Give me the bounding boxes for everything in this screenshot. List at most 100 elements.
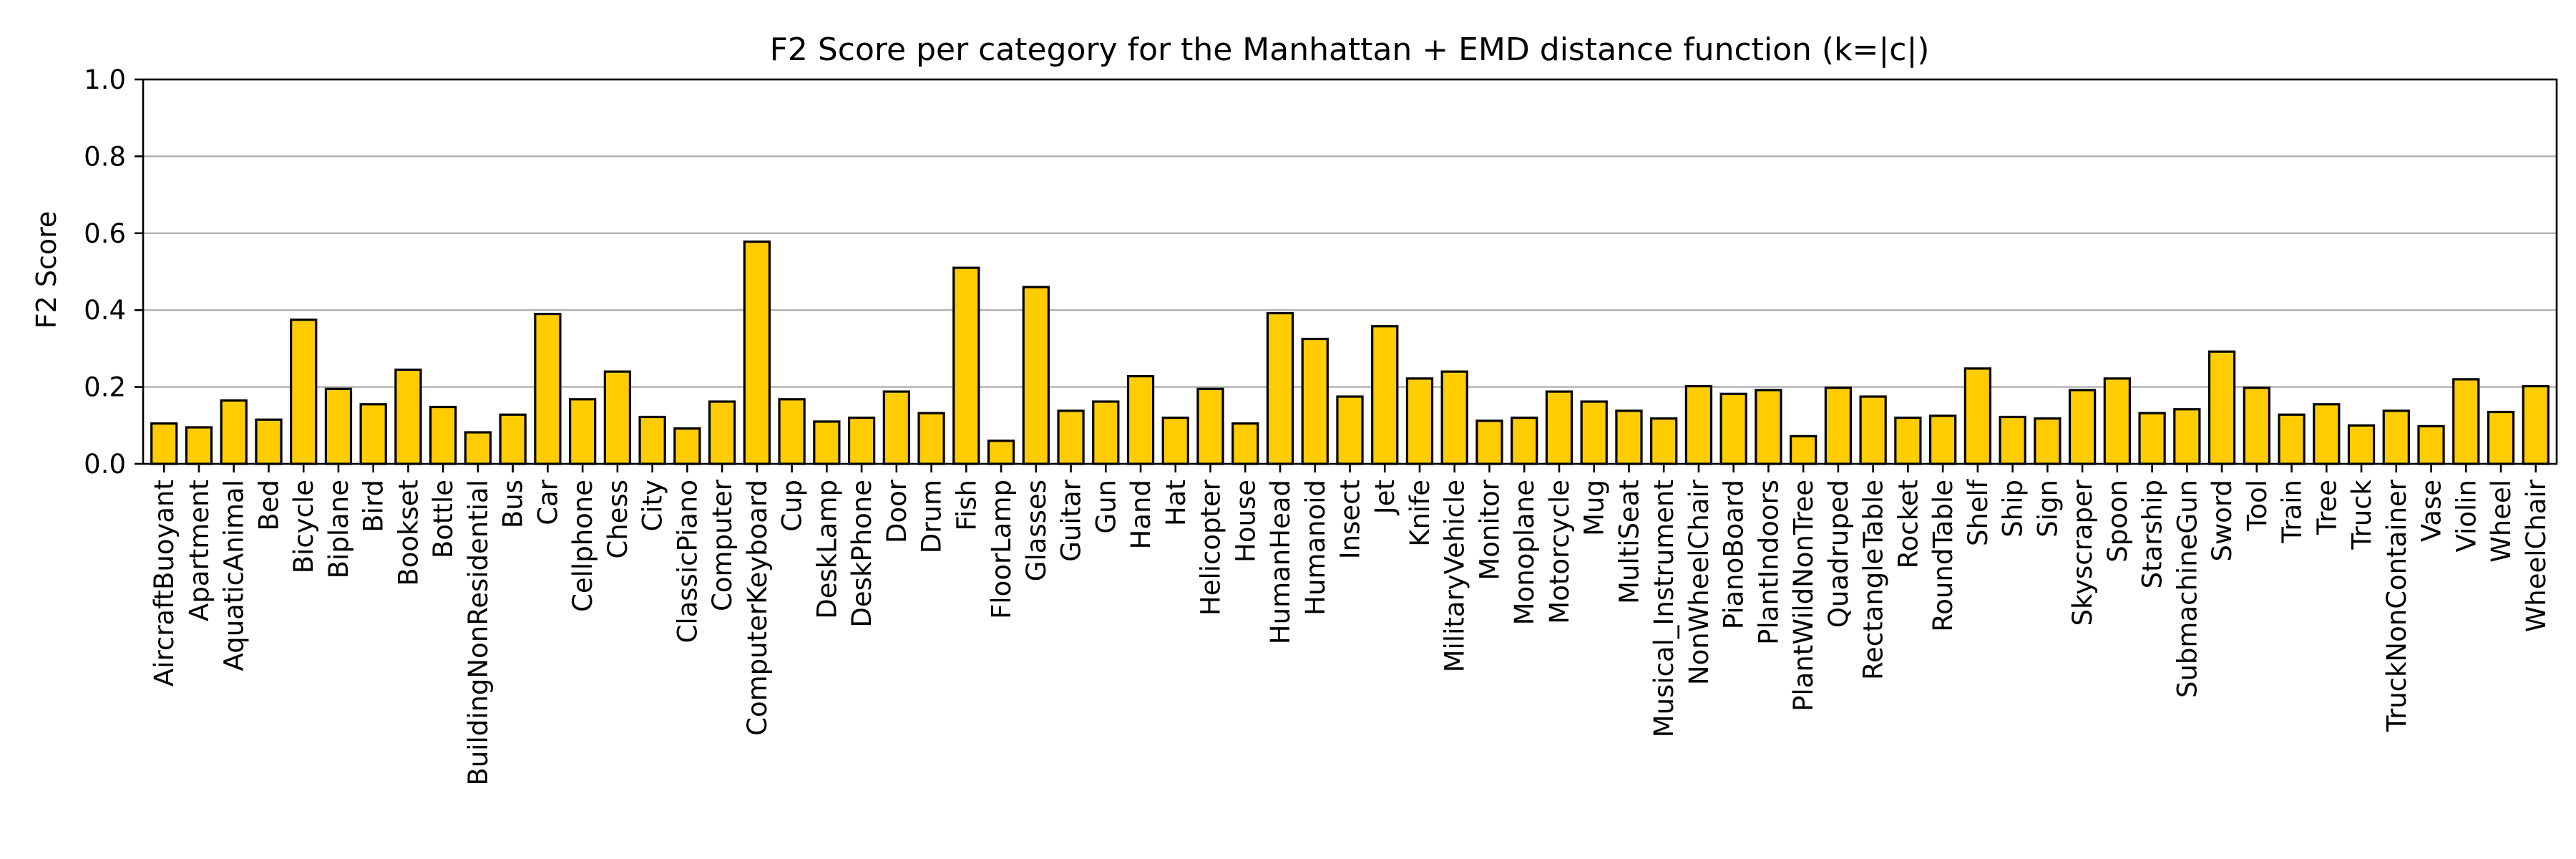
bar-NonWheelChair — [1684, 384, 1713, 465]
x-tick-label-PlantIndoors: PlantIndoors — [1753, 480, 1784, 645]
x-tick-label-Truck: Truck — [2346, 479, 2377, 550]
bar-PlantWildNonTree — [1790, 435, 1818, 465]
x-tick-label-Tree: Tree — [2311, 480, 2342, 535]
bar-Computer — [708, 400, 736, 465]
bar-Apartment — [185, 426, 213, 465]
x-tick-label-AquaticAnimal: AquaticAnimal — [219, 480, 250, 671]
bar-PianoBoard — [1719, 392, 1747, 465]
bar-WheelChair — [2522, 384, 2550, 465]
x-tick-label-Sword: Sword — [2207, 480, 2238, 561]
x-tick-label-MultiSeat: MultiSeat — [1614, 480, 1644, 604]
x-tick-label-Knife: Knife — [1405, 480, 1435, 547]
x-tick-label-Musical_Instrument: Musical_Instrument — [1649, 480, 1679, 737]
x-tick-label-Wheel: Wheel — [2486, 480, 2517, 563]
y-tick-label-3: 0.6 — [84, 218, 126, 249]
bar-Monitor — [1475, 419, 1503, 465]
x-tick-label-Ship: Ship — [1998, 480, 2029, 538]
bar-House — [1231, 422, 1259, 465]
x-tick-label-Guitar: Guitar — [1056, 479, 1087, 562]
x-tick-label-DeskLamp: DeskLamp — [811, 480, 842, 619]
bar-Violin — [2452, 378, 2480, 465]
bar-Sword — [2207, 350, 2236, 465]
grid-lines — [143, 78, 2557, 388]
y-axis-label: F2 Score — [31, 211, 62, 329]
bar-Sign — [2034, 417, 2062, 465]
bar-FloorLamp — [987, 440, 1015, 465]
bar-Fish — [952, 266, 980, 465]
x-tick-label-RoundTable: RoundTable — [1928, 480, 1958, 632]
bar-Train — [2278, 413, 2306, 465]
bar-DeskPhone — [847, 416, 876, 465]
x-tick-label-Cup: Cup — [777, 480, 808, 532]
bar-City — [638, 415, 666, 465]
x-tick-label-Sign: Sign — [2032, 480, 2063, 538]
x-tick-label-Spoon: Spoon — [2102, 480, 2133, 563]
bar-Cellphone — [569, 398, 597, 465]
bar-AircraftBuoyant — [150, 422, 178, 465]
x-tick-label-Hat: Hat — [1161, 480, 1191, 526]
bar-Skyscraper — [2068, 389, 2097, 465]
bar-Monoplane — [1511, 416, 1538, 465]
bars — [150, 241, 2550, 465]
x-tick-label-Shelf: Shelf — [1963, 479, 1994, 546]
bar-Biplane — [324, 387, 353, 465]
bar-Hand — [1126, 374, 1155, 465]
bar-Insect — [1336, 395, 1364, 465]
x-tick-label-Helicopter: Helicopter — [1196, 479, 1226, 616]
x-tick-label-Hand: Hand — [1126, 480, 1156, 549]
x-tick-label-Cellphone: Cellphone — [567, 480, 598, 612]
bar-Car — [534, 312, 562, 465]
x-tick-label-Humanoid: Humanoid — [1300, 480, 1331, 616]
x-tick-label-Violin: Violin — [2451, 480, 2482, 552]
bar-RoundTable — [1928, 414, 1957, 465]
x-tick-label-Quadruped: Quadruped — [1823, 480, 1854, 628]
x-tick-label-Tool: Tool — [2242, 480, 2273, 532]
x-tick-label-RectangleTable: RectangleTable — [1858, 480, 1889, 680]
x-tick-label-Rocket: Rocket — [1893, 480, 1923, 568]
x-tick-label-PianoBoard: PianoBoard — [1719, 480, 1750, 629]
y-tick-label-0: 0.0 — [84, 449, 126, 480]
x-tick-label-Apartment: Apartment — [184, 480, 215, 621]
x-tick-label-WheelChair: WheelChair — [2521, 479, 2552, 632]
bar-BuildingNonResidential — [464, 431, 492, 465]
x-tick-label-PlantWildNonTree: PlantWildNonTree — [1788, 480, 1819, 712]
x-tick-label-ComputerKeyboard: ComputerKeyboard — [742, 480, 773, 736]
x-tick-label-MilitaryVehicle: MilitaryVehicle — [1440, 480, 1470, 672]
x-tick-label-City: City — [638, 480, 668, 532]
bar-Chess — [603, 370, 632, 465]
x-ticks: AircraftBuoyant Apartment AquaticAnimal Bed… — [149, 464, 2552, 786]
bar-Helicopter — [1196, 387, 1224, 465]
x-tick-label-Computer: Computer — [707, 479, 738, 611]
bar-Door — [882, 390, 910, 465]
bar-Motorcycle — [1545, 390, 1574, 465]
x-tick-label-Biplane: Biplane — [323, 480, 354, 578]
y-tick-label-2: 0.4 — [84, 295, 126, 326]
bar-Shelf — [1963, 367, 1992, 465]
bar-Humanoid — [1301, 337, 1329, 465]
y-tick-label-4: 0.8 — [84, 141, 126, 172]
bar-Guitar — [1057, 409, 1085, 465]
x-tick-label-ClassicPiano: ClassicPiano — [672, 480, 703, 644]
bar-Bookset — [394, 368, 422, 465]
x-tick-label-Jet: Jet — [1370, 480, 1400, 515]
bar-Wheel — [2487, 410, 2515, 465]
bar-MilitaryVehicle — [1440, 370, 1468, 465]
bar-AquaticAnimal — [220, 399, 248, 465]
x-tick-label-FloorLamp: FloorLamp — [986, 480, 1017, 619]
bar-ClassicPiano — [673, 427, 701, 465]
bar-Rocket — [1894, 416, 1922, 465]
bar-Tool — [2243, 387, 2270, 465]
x-tick-label-DeskPhone: DeskPhone — [847, 480, 877, 628]
x-tick-label-Train: Train — [2277, 480, 2308, 544]
x-tick-label-SubmachineGun: SubmachineGun — [2172, 480, 2202, 698]
bar-SubmachineGun — [2173, 408, 2201, 465]
bar-Starship — [2138, 412, 2166, 465]
x-tick-label-Fish: Fish — [951, 480, 982, 531]
x-tick-label-Motorcycle: Motorcycle — [1544, 480, 1575, 624]
bar-Bottle — [429, 405, 457, 465]
bar-DeskLamp — [813, 420, 841, 465]
bar-Quadruped — [1824, 387, 1853, 465]
bar-ComputerKeyboard — [743, 241, 771, 465]
